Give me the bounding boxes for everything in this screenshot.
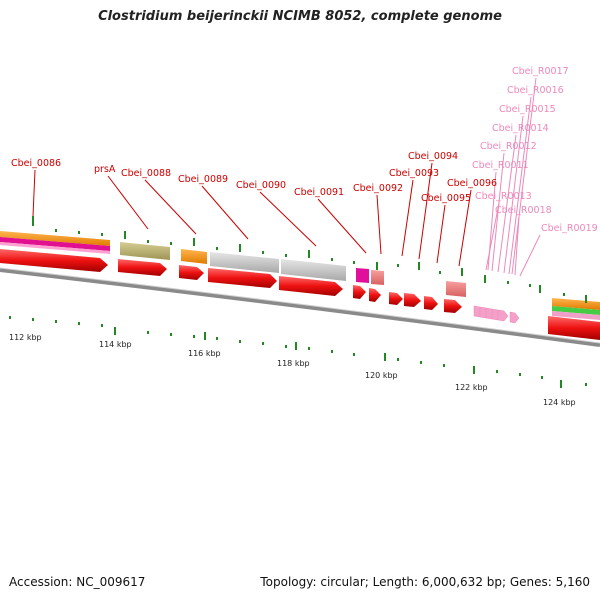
scale-label: 124 kbp [543, 398, 576, 407]
feature-0090-block [281, 259, 346, 281]
gene-label: Cbei_0094 [408, 151, 458, 162]
cds-arrow-0095 [424, 296, 438, 310]
rna-arrow-cluster [473, 305, 520, 324]
gene-label: prsA [94, 164, 116, 175]
leader-line [511, 77, 537, 275]
feature-0093-block [371, 270, 384, 285]
gene-label: Cbei_R0016 [507, 85, 564, 96]
leader-line [508, 96, 532, 275]
gene-label: Cbei_0088 [121, 168, 171, 179]
right-feature-stack [552, 298, 600, 320]
scale-labels: 112 kbp 114 kbp 116 kbp 118 kbp 120 kbp 122 k… [9, 333, 576, 407]
left-feature-stack [0, 231, 110, 254]
gene-label: Cbei_R0015 [499, 104, 556, 115]
feature-prsA-block [120, 242, 170, 260]
scale-label: 118 kbp [277, 359, 310, 368]
cds-arrow-0094b [404, 293, 421, 307]
leader-line [376, 194, 382, 255]
genome-backbone-highlight [0, 267, 600, 344]
feature-0088-block [181, 249, 207, 264]
gene-label: Cbei_R0011 [472, 160, 529, 171]
cds-arrow-0089 [208, 268, 277, 288]
feature-0096-block [446, 281, 466, 297]
genome-backbone [0, 268, 600, 347]
feature-0092-block [356, 268, 369, 283]
scale-label: 112 kbp [9, 333, 42, 342]
cds-arrow-0086 [0, 249, 108, 272]
gene-label: Cbei_0086 [11, 158, 61, 169]
gene-label: Cbei_0089 [178, 174, 228, 185]
leader-line [401, 179, 414, 257]
leader-line [519, 234, 541, 277]
leader-line [491, 152, 505, 272]
scale-label: 116 kbp [188, 349, 221, 358]
leader-line [514, 216, 520, 276]
leader-line [485, 202, 500, 271]
cds-arrow-prsA [118, 259, 167, 276]
genome-summary-text: Topology: circular; Length: 6,000,632 bp… [260, 575, 590, 589]
leader-line [144, 179, 197, 235]
cds-arrow-0088 [179, 265, 204, 280]
accession-text: Accession: NC_009617 [9, 575, 146, 589]
cds-arrow-right [548, 316, 600, 340]
cds-arrow-0092 [353, 285, 366, 299]
leader-line [317, 198, 367, 254]
gene-label: Cbei_0090 [236, 180, 286, 191]
leader-line [497, 134, 517, 273]
gene-label: Cbei_R0014 [492, 123, 549, 134]
cds-arrow-0090 [279, 276, 343, 296]
cds-arrow-0093 [369, 288, 381, 302]
cds-arrow-0096 [444, 299, 462, 313]
gene-label: Cbei_R0017 [512, 66, 569, 77]
cds-arrow-row [0, 249, 600, 340]
gene-label: Cbei_0095 [421, 193, 471, 204]
label-leader-lines [32, 77, 541, 277]
leader-line [436, 204, 446, 264]
leader-line [259, 191, 317, 247]
feature-0089-block [210, 252, 279, 273]
leader-line [32, 169, 36, 217]
leader-line [503, 115, 524, 274]
gene-label: Cbei_0093 [389, 168, 439, 179]
leader-line [107, 175, 149, 230]
leader-line [418, 162, 433, 260]
gene-label: Cbei_R0018 [495, 205, 552, 216]
scale-label: 120 kbp [365, 371, 398, 380]
gene-label: Cbei_0096 [447, 178, 497, 189]
gene-labels: Cbei_0086 prsA Cbei_0088 Cbei_0089 Cbei_0090… [11, 66, 598, 234]
gene-label: Cbei_R0019 [541, 223, 598, 234]
tick-marks [9, 216, 587, 388]
gene-label: Cbei_0092 [353, 183, 403, 194]
leader-line [201, 185, 249, 240]
gene-label: Cbei_0091 [294, 187, 344, 198]
leader-line [458, 189, 472, 267]
gene-label: Cbei_R0012 [480, 141, 537, 152]
scale-label: 114 kbp [99, 340, 132, 349]
scale-label: 122 kbp [455, 383, 488, 392]
map-title: Clostridium beijerinckii NCIMB 8052, com… [98, 9, 502, 24]
gene-label: Cbei_R0013 [475, 191, 532, 202]
upper-feature-row [120, 242, 466, 297]
cds-arrow-0094a [389, 292, 403, 305]
